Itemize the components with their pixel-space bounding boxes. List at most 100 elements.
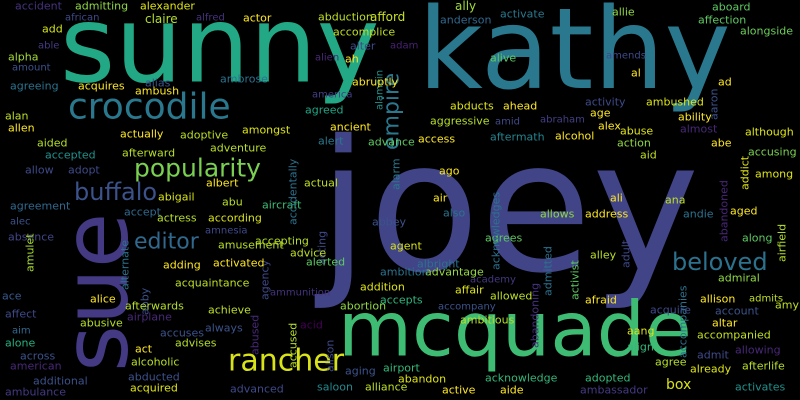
word: almost — [680, 123, 718, 136]
word: allison — [700, 293, 735, 306]
word: actor — [243, 12, 272, 25]
word: aftermath — [490, 131, 545, 144]
word: aaron — [708, 89, 721, 120]
word: aged — [730, 205, 757, 218]
word: aid — [640, 149, 657, 162]
word: abu — [222, 196, 243, 209]
word: adventure — [210, 142, 267, 155]
word: accepted — [45, 149, 96, 162]
word: popularity — [134, 154, 261, 183]
word: actress — [157, 212, 197, 225]
word: abducts — [450, 100, 494, 113]
word: agreement — [10, 200, 71, 213]
word: actual — [304, 177, 338, 190]
word: ali — [610, 192, 623, 205]
word: editor — [134, 230, 200, 255]
word: abandon — [398, 373, 446, 386]
word: agency — [259, 259, 272, 300]
word: afterward — [122, 147, 175, 160]
word: abortion — [340, 300, 386, 313]
word: ambulance — [5, 386, 66, 399]
word: ambitious — [460, 314, 515, 327]
word: advice — [290, 247, 326, 260]
word: ability — [678, 111, 712, 124]
word: alive — [490, 52, 516, 65]
word: alongside — [740, 25, 793, 38]
word: airplane — [127, 311, 172, 324]
word: adam — [390, 41, 418, 52]
word: admitting — [75, 0, 128, 13]
word: alison — [324, 340, 337, 372]
word: sunny — [60, 0, 380, 107]
word: crocodile — [68, 87, 231, 128]
word: admiral — [718, 272, 760, 285]
word: abigail — [158, 191, 195, 204]
word: aang — [627, 325, 654, 338]
word: accuses — [160, 327, 204, 340]
word: allie — [612, 6, 635, 19]
word: afterwards — [125, 300, 184, 313]
word: altar — [712, 317, 738, 330]
word: ally — [455, 0, 476, 13]
word: accepts — [380, 294, 423, 307]
word: kathy — [418, 0, 731, 115]
word: abruptly — [352, 76, 399, 89]
word: beloved — [672, 248, 768, 276]
word: ah — [345, 53, 359, 66]
word: alamein — [375, 70, 386, 110]
word: among — [755, 168, 793, 181]
word: abandoning — [529, 283, 542, 348]
word: african — [65, 13, 100, 24]
word: alter — [350, 40, 376, 53]
word: acquires — [78, 80, 125, 93]
word: albright — [417, 258, 460, 271]
word: acquire — [650, 304, 691, 317]
word: acquired — [130, 382, 178, 395]
word: american — [10, 360, 62, 373]
word: aboard — [712, 1, 751, 14]
word: alternate — [119, 240, 132, 290]
word: alex — [598, 120, 621, 133]
word: ace — [2, 290, 22, 303]
word: act — [135, 343, 153, 356]
word: adoptive — [180, 129, 228, 142]
word: alcoholic — [131, 356, 179, 369]
word: accidentally — [287, 158, 300, 225]
word: abduction — [318, 11, 373, 24]
word: agreed — [305, 104, 344, 117]
word: ad — [718, 76, 732, 89]
word: ambition — [380, 266, 429, 279]
word: adult — [620, 239, 633, 268]
word: adding — [163, 259, 201, 272]
word: amongst — [242, 124, 291, 137]
word: ambushed — [646, 96, 704, 109]
word: alone — [5, 337, 35, 350]
word: empire — [380, 73, 405, 150]
word: alien — [315, 53, 339, 64]
word: amulet — [24, 233, 37, 272]
word: andie — [683, 208, 714, 221]
word: acknowledges — [490, 192, 503, 270]
word: ancient — [330, 121, 372, 134]
word: activist — [569, 260, 582, 300]
word: agreeing — [10, 80, 59, 93]
word: addition — [360, 281, 405, 294]
word: abused — [249, 315, 262, 355]
word: advises — [175, 337, 217, 350]
word: alpha — [8, 51, 39, 64]
word: accident — [15, 0, 63, 13]
word: accompanied — [697, 329, 771, 342]
word: amid — [495, 117, 520, 128]
word: airport — [383, 362, 421, 375]
word: aide — [500, 384, 524, 397]
word: allows — [540, 208, 575, 221]
word: amount — [12, 63, 51, 74]
word: affect — [5, 308, 37, 321]
word: accept — [124, 206, 162, 219]
word: advantage — [425, 266, 484, 279]
word: claire — [145, 12, 178, 26]
word: afford — [370, 10, 405, 24]
word: activated — [213, 257, 264, 270]
word: address — [585, 208, 628, 221]
